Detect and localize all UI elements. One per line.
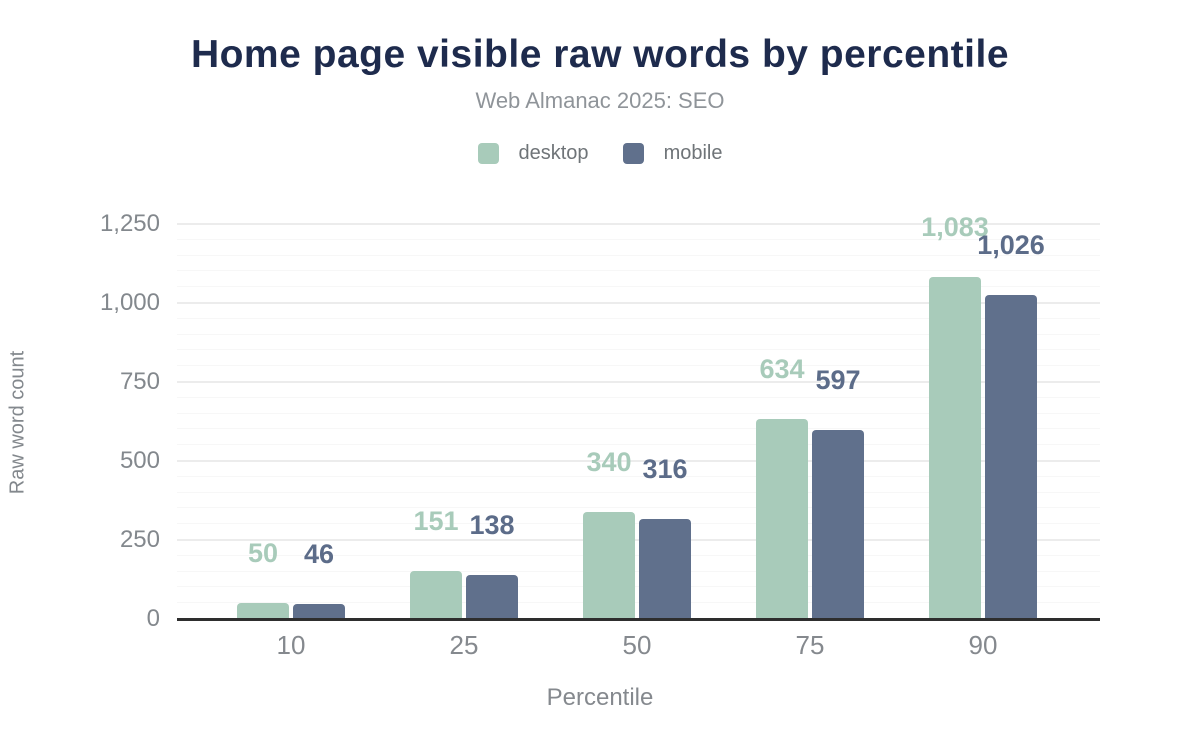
gridline-minor <box>177 523 1100 525</box>
legend: desktop mobile <box>0 142 1200 165</box>
gridline-minor <box>177 475 1100 477</box>
value-label-mobile-p75: 597 <box>815 365 861 396</box>
gridline-major <box>177 223 1100 225</box>
plot-area: 50 46 151 138 340 316 634 597 1,083 1,026 <box>177 213 1100 621</box>
gridline-minor <box>177 349 1100 351</box>
bar-mobile-p50 <box>639 519 691 619</box>
value-label-desktop-p75: 634 <box>759 353 805 384</box>
gridline-minor <box>177 570 1100 572</box>
y-tick-label: 500 <box>119 447 160 474</box>
bar-mobile-p10 <box>293 604 345 619</box>
value-label-desktop-p90: 1,083 <box>921 211 989 242</box>
gridline-minor <box>177 602 1100 604</box>
y-tick-label: 750 <box>119 368 160 395</box>
x-tick-label: 90 <box>968 630 998 660</box>
bar-desktop-p75 <box>756 418 808 619</box>
gridline-major <box>177 460 1100 462</box>
gridline-minor <box>177 428 1100 430</box>
gridline-minor <box>177 333 1100 335</box>
legend-label: mobile <box>663 142 723 164</box>
gridline-minor <box>177 238 1100 240</box>
bar-mobile-p75 <box>812 430 864 619</box>
bar-desktop-p90 <box>929 276 981 619</box>
value-label-mobile-p25: 138 <box>469 510 515 541</box>
gridline-minor <box>177 270 1100 272</box>
legend-label: desktop <box>518 142 589 164</box>
x-tick-label: 10 <box>276 630 306 660</box>
x-tick-label: 50 <box>622 630 652 660</box>
gridline-major <box>177 381 1100 383</box>
value-label-desktop-p25: 151 <box>413 506 459 537</box>
gridline-minor <box>177 254 1100 256</box>
value-label-desktop-p50: 340 <box>586 446 632 477</box>
y-tick-label: 250 <box>119 526 160 553</box>
desktop-swatch-icon <box>477 143 499 164</box>
value-label-mobile-p50: 316 <box>642 454 688 485</box>
gridline-minor <box>177 586 1100 588</box>
y-axis-title: Raw word count <box>6 350 29 495</box>
bar-desktop-p25 <box>410 571 462 619</box>
bar-mobile-p25 <box>466 575 518 619</box>
value-label-mobile-p90: 1,026 <box>977 229 1045 260</box>
mobile-swatch-icon <box>622 143 644 164</box>
y-tick-label: 1,000 <box>99 289 160 316</box>
gridline-minor <box>177 491 1100 493</box>
gridline-minor <box>177 396 1100 398</box>
gridline-minor <box>177 444 1100 446</box>
gridline-minor <box>177 554 1100 556</box>
value-label-desktop-p10: 50 <box>247 538 279 569</box>
gridline-minor <box>177 317 1100 319</box>
gridline-minor <box>177 286 1100 288</box>
gridline-minor <box>177 365 1100 367</box>
gridline-minor <box>177 507 1100 509</box>
y-tick-label: 1,250 <box>99 210 160 237</box>
legend-item-desktop: desktop <box>477 142 589 165</box>
value-label-mobile-p10: 46 <box>303 539 335 570</box>
chart-subtitle: Web Almanac 2025: SEO <box>475 88 725 113</box>
gridline-minor <box>177 412 1100 414</box>
x-axis-baseline <box>177 618 1100 621</box>
gridline-major <box>177 302 1100 304</box>
bar-desktop-p50 <box>583 511 635 619</box>
bar-desktop-p10 <box>237 603 289 619</box>
x-tick-label: 75 <box>795 630 825 660</box>
legend-item-mobile: mobile <box>622 142 723 165</box>
chart-title: Home page visible raw words by percentil… <box>190 33 1010 76</box>
bar-mobile-p90 <box>985 294 1037 619</box>
y-tick-label: 0 <box>146 605 160 632</box>
gridline-major <box>177 539 1100 541</box>
x-tick-label: 25 <box>449 630 479 660</box>
x-axis-title: Percentile <box>546 684 654 711</box>
